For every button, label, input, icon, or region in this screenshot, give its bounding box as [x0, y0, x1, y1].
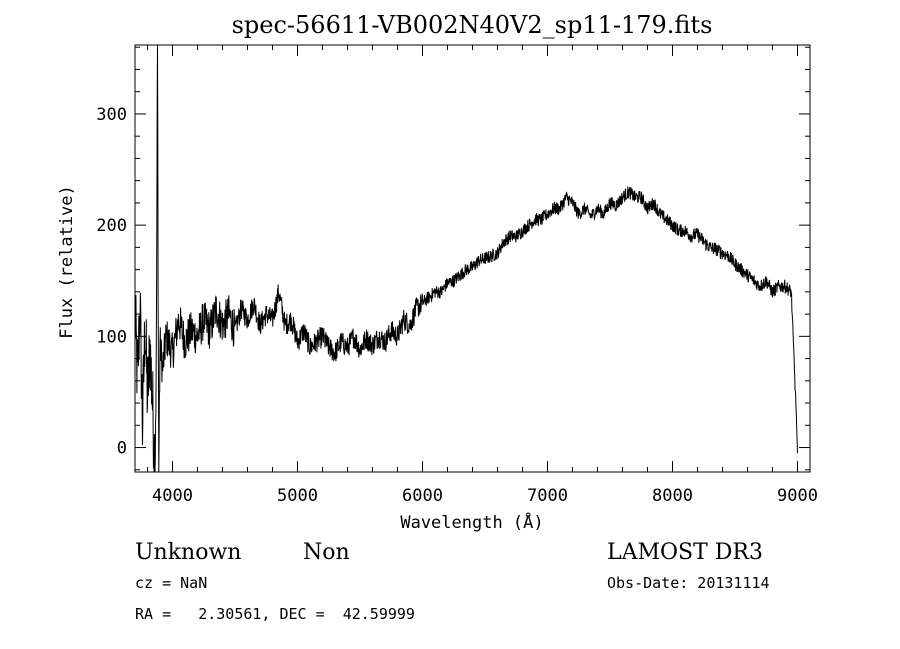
y-tick-label: 100 [96, 327, 127, 347]
y-axis-label: Flux (relative) [57, 185, 77, 339]
x-tick-label: 6000 [402, 486, 443, 506]
obs-date-text: Obs-Date: 20131114 [607, 574, 770, 592]
x-tick-label: 5000 [277, 486, 318, 506]
redshift-text: cz = NaN [135, 574, 207, 592]
survey-label: LAMOST DR3 [607, 540, 763, 565]
plot-frame [134, 44, 811, 473]
subclass-label: Non [303, 540, 350, 565]
coordinates-text: RA = 2.30561, DEC = 42.59999 [135, 605, 415, 623]
x-tick-label: 4000 [152, 486, 193, 506]
chart-title: spec-56611-VB002N40V2_sp11-179.fits [232, 11, 713, 39]
class-label: Unknown [135, 540, 241, 565]
x-axis-label: Wavelength (Å) [400, 511, 543, 533]
x-axis: 4000 5000 6000 7000 8000 9000 [147, 45, 818, 506]
y-tick-label: 200 [96, 216, 127, 236]
y-tick-label: 0 [117, 439, 127, 459]
x-tick-label: 9000 [777, 486, 818, 506]
x-tick-label: 7000 [527, 486, 568, 506]
x-tick-label: 8000 [652, 486, 693, 506]
spectrum-line [134, 44, 798, 473]
y-tick-label: 300 [96, 105, 127, 125]
y-axis: 0 100 200 300 [96, 46, 810, 471]
